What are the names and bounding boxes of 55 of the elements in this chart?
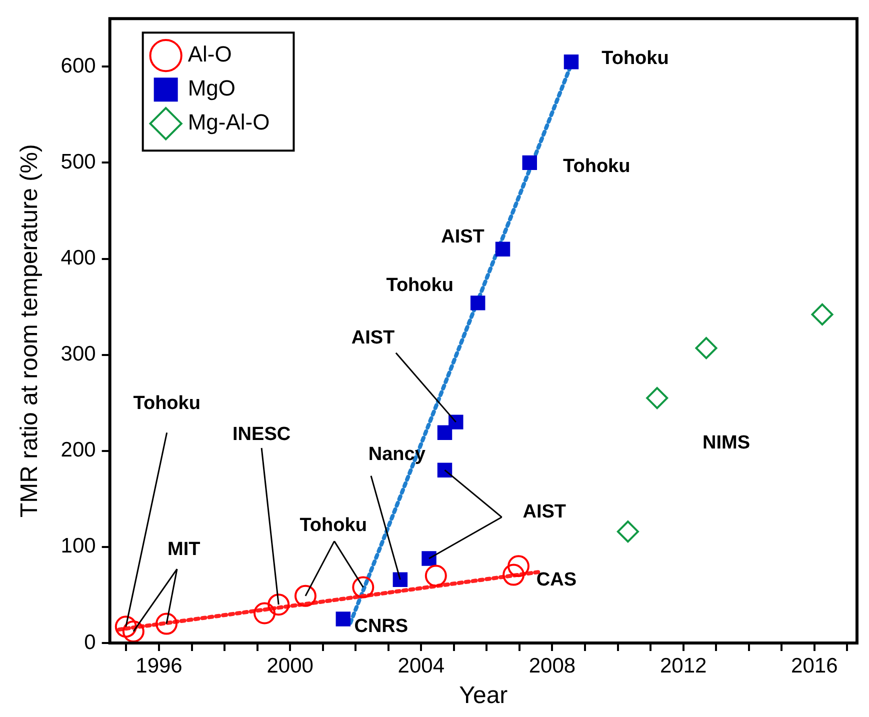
annotation: NIMS <box>702 432 750 454</box>
point <box>470 296 486 310</box>
x-tick-label: 2008 <box>528 654 576 678</box>
annotation: Tohoku <box>300 515 367 536</box>
annotation: Tohoku <box>563 156 630 177</box>
x-tick-label: 2000 <box>266 654 314 678</box>
point <box>495 242 510 257</box>
legend-label: Al-O <box>188 42 232 67</box>
annotation: CAS <box>536 569 577 590</box>
y-tick-label: 500 <box>60 150 96 174</box>
annotation: CNRS <box>354 616 408 638</box>
y-tick-label: 0 <box>84 630 96 654</box>
point <box>156 612 178 635</box>
y-tick-label: 200 <box>60 438 96 462</box>
x-tick-label: 2004 <box>398 654 445 678</box>
annotation: MIT <box>168 539 201 560</box>
annotation: Tohoku <box>602 48 669 70</box>
point <box>122 620 144 642</box>
point <box>422 551 436 566</box>
point <box>507 555 530 578</box>
x-tick-label: 2016 <box>791 654 838 678</box>
y-tick-label: 100 <box>60 534 96 558</box>
point <box>522 155 537 170</box>
y-axis-title: TMR ratio at room temperature (%) <box>16 144 44 518</box>
point <box>437 425 452 440</box>
point <box>448 414 464 430</box>
x-tick-label: 1996 <box>136 654 182 678</box>
annotation: INESC <box>232 424 291 445</box>
point <box>564 54 579 70</box>
point <box>616 520 639 543</box>
x-tick-label: 2012 <box>660 654 707 678</box>
y-tick-label: 300 <box>60 342 96 366</box>
point <box>254 602 276 624</box>
point <box>502 564 525 586</box>
point <box>646 387 668 410</box>
x-axis-title: Year <box>459 682 508 710</box>
point <box>695 337 718 360</box>
point <box>336 612 351 626</box>
legend-label: Mg-Al-O <box>188 110 270 135</box>
point <box>392 572 408 587</box>
point <box>437 462 452 478</box>
point <box>424 564 447 587</box>
point <box>268 594 290 616</box>
point <box>114 616 137 638</box>
annotation: AIST <box>522 502 566 523</box>
annotation: AIST <box>351 328 396 349</box>
annotation: AIST <box>441 226 485 248</box>
y-tick-label: 600 <box>60 54 96 78</box>
point <box>352 576 374 598</box>
legend-label: MgO <box>188 76 236 101</box>
annotation: Tohoku <box>386 275 454 296</box>
point <box>294 584 316 607</box>
point <box>811 303 834 326</box>
y-tick-label: 400 <box>60 246 96 270</box>
annotation: Tohoku <box>133 393 200 414</box>
